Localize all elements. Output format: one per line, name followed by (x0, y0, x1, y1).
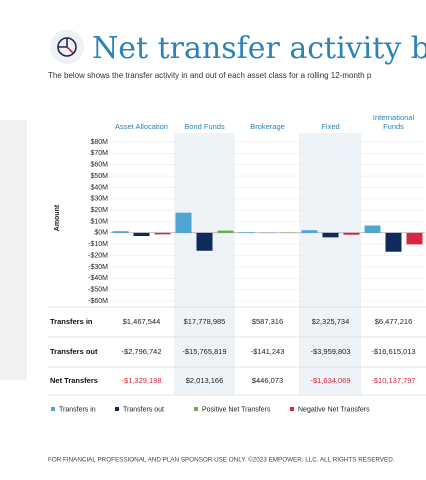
bar (322, 232, 339, 238)
bar (280, 232, 297, 233)
legend-label: Transfers in (59, 406, 96, 413)
category-label: Bond Funds (184, 122, 225, 131)
side-panel (0, 120, 27, 380)
bar (364, 225, 381, 233)
bar (175, 212, 192, 233)
table-cell: -$2,796,742 (121, 347, 161, 356)
y-tick-label: $70M (90, 150, 108, 157)
bar (385, 232, 402, 252)
table-cell: $6,477,216 (375, 317, 413, 326)
bar (301, 230, 318, 233)
legend-swatch (194, 407, 198, 411)
category-label: Brokerage (250, 122, 285, 131)
table-cell: $17,778,985 (184, 317, 226, 326)
table-cell: -$10,137,797 (371, 376, 415, 385)
legend-label: Transfers out (123, 406, 164, 413)
footer: FOR FINANCIAL PROFESSIONAL AND PLAN SPON… (48, 456, 395, 464)
bar (154, 232, 171, 235)
table-cell: $2,013,166 (186, 376, 224, 385)
y-tick-label: -$60M (88, 298, 108, 305)
y-tick-label: $30M (90, 196, 108, 203)
bar (133, 232, 150, 237)
subtitle: The below shows the transfer activity in… (48, 71, 372, 80)
table-cell: $2,325,734 (312, 317, 350, 326)
legend-swatch (290, 407, 294, 411)
y-tick-label: $10M (90, 218, 108, 225)
table-cell: $1,467,544 (123, 317, 161, 326)
page-title: Net transfer activity by (92, 31, 426, 66)
y-tick-label: $0M (94, 230, 108, 237)
table-cell: -$141,243 (251, 347, 285, 356)
y-tick-label: -$30M (88, 264, 108, 271)
y-tick-label: $20M (90, 207, 108, 214)
legend-swatch (51, 407, 55, 411)
category-label: International Funds (372, 113, 415, 131)
y-tick-label: -$50M (88, 286, 108, 293)
icon (50, 30, 84, 64)
table-cell: -$1,329,198 (121, 376, 161, 385)
table-cell: -$3,959,803 (310, 347, 350, 356)
table-cell: $446,073 (252, 376, 283, 385)
row-label: Transfers in (50, 317, 93, 326)
y-tick-label: -$20M (88, 252, 108, 259)
bar (238, 232, 255, 233)
legend-swatch (115, 407, 119, 411)
table-cell: -$15,765,819 (182, 347, 226, 356)
y-tick-label: -$10M (88, 241, 108, 248)
y-tick-label: $50M (90, 173, 108, 180)
row-label: Transfers out (50, 347, 98, 356)
category-label: Fixed (321, 122, 340, 131)
y-axis-label: Amount (54, 204, 61, 231)
bar (343, 232, 360, 235)
table-cell: -$16,615,013 (371, 347, 415, 356)
y-tick-label: $40M (90, 184, 108, 191)
legend-label: Positive Net Transfers (202, 406, 271, 413)
bar (196, 232, 213, 251)
column-shade (299, 133, 361, 395)
category-label: Asset Allocation (115, 122, 168, 131)
y-tick-label: -$40M (88, 275, 108, 282)
table-cell: -$1,634,069 (310, 376, 350, 385)
bar (406, 232, 423, 245)
column-shade (174, 133, 235, 395)
table-cell: $587,316 (252, 317, 283, 326)
y-tick-label: $80M (90, 139, 108, 146)
y-tick-label: $60M (90, 162, 108, 169)
bar (217, 230, 234, 233)
row-label: Net Transfers (50, 376, 98, 385)
legend-label: Negative Net Transfers (298, 406, 370, 413)
bar (112, 231, 129, 233)
